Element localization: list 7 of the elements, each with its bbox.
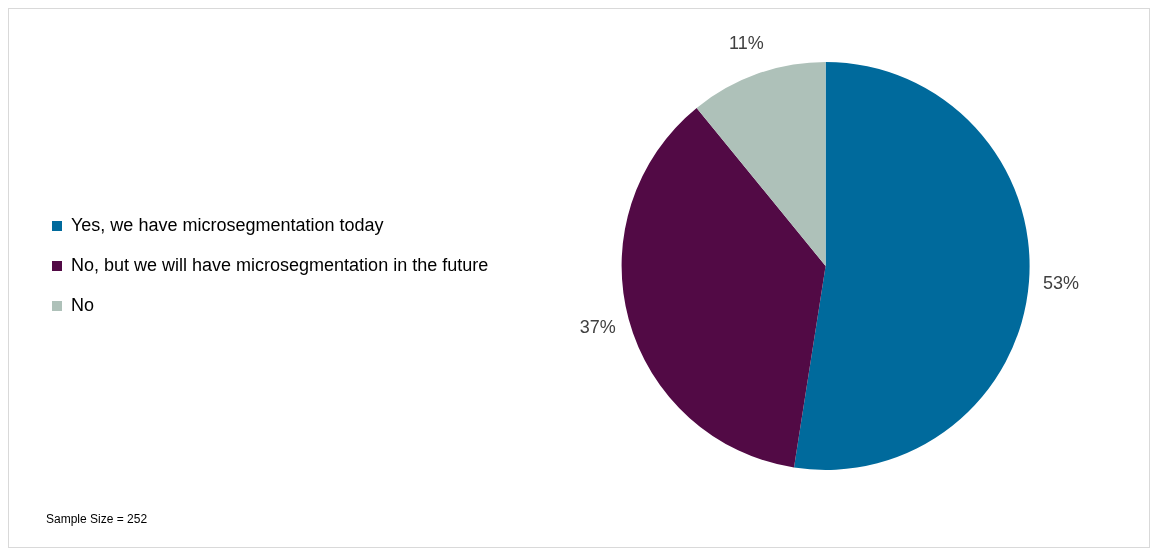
legend-label: No — [71, 294, 95, 315]
text: Sample Size = 252 — [46, 512, 148, 526]
data-label: 11% — [729, 32, 764, 53]
data-label: 37% — [579, 316, 616, 337]
legend-label: Yes, we have microsegmentation today — [71, 214, 384, 235]
data-label: 53% — [1042, 273, 1079, 294]
legend-label: No, but we will have microsegmentation in the future — [71, 254, 489, 275]
